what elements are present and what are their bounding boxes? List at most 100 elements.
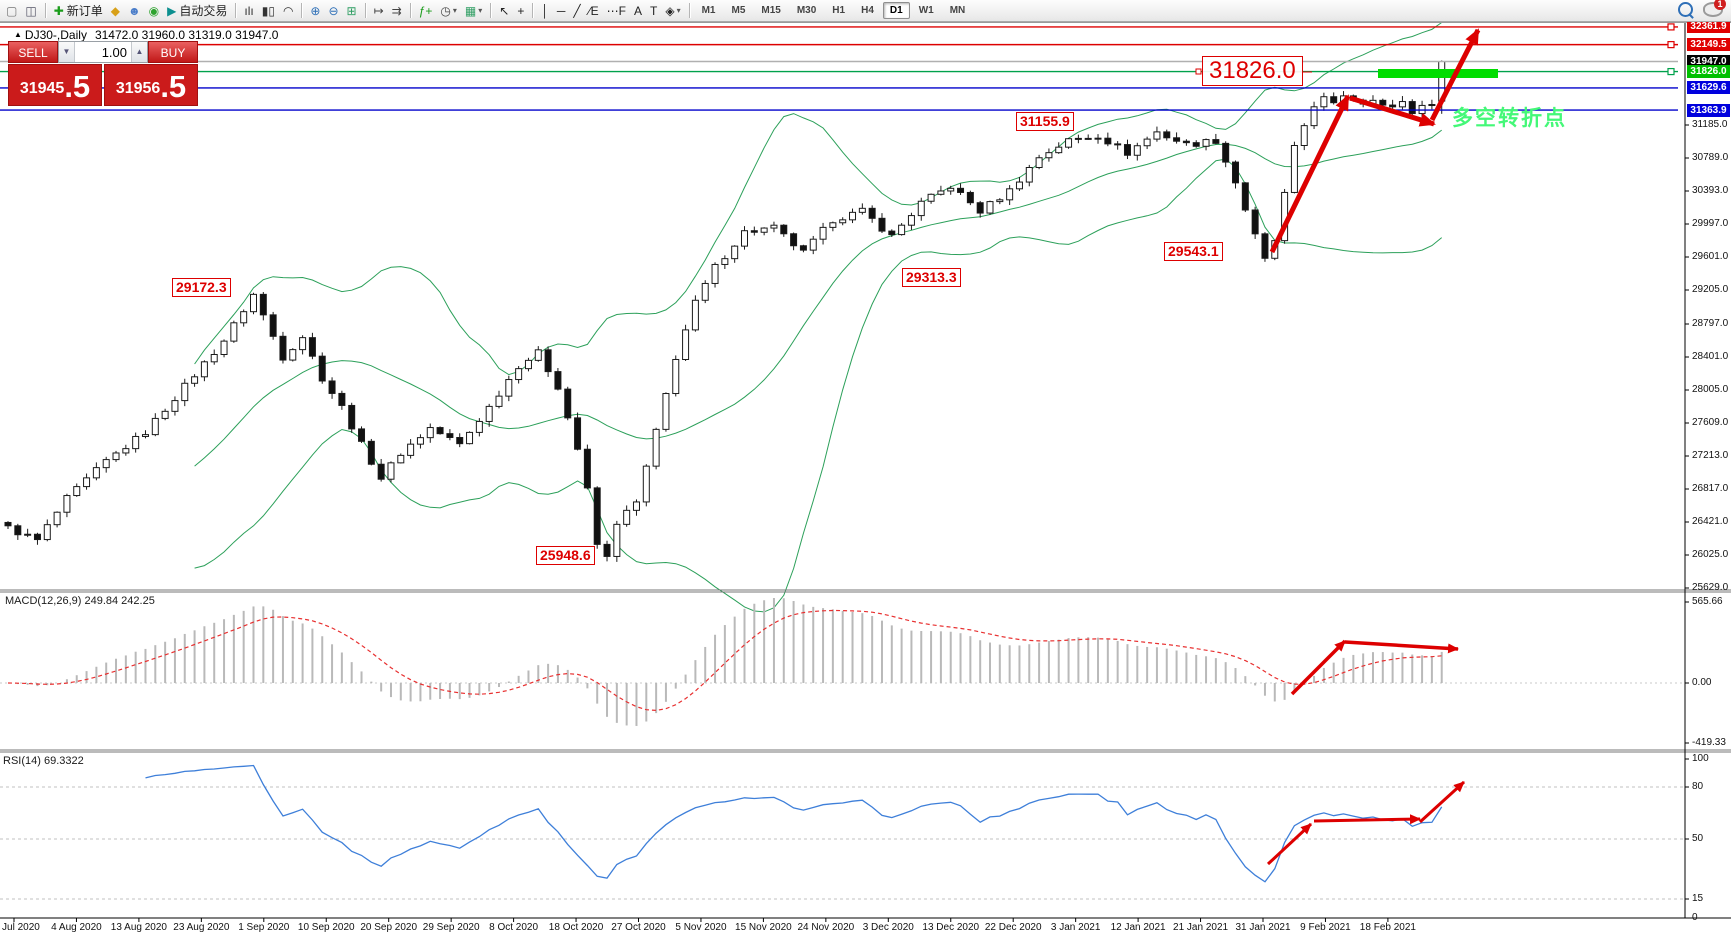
timeframe-button-d1[interactable]: D1 xyxy=(882,2,910,19)
price-annotation-25948.6[interactable]: 25948.6 xyxy=(536,546,595,565)
zoom-out-icon: ⊖ xyxy=(328,3,339,18)
price-annotation-31155.9[interactable]: 31155.9 xyxy=(1016,112,1074,131)
line-chart-icon[interactable]: ◠ xyxy=(279,2,297,20)
volume-increase-button[interactable]: ▲ xyxy=(131,42,147,62)
text-icon[interactable]: A xyxy=(630,2,646,20)
trend-arrow[interactable] xyxy=(1344,640,1459,654)
trend-arrow[interactable] xyxy=(1349,95,1436,127)
timeframe-button-m15[interactable]: M15 xyxy=(761,5,781,16)
signals-icon: ◉ xyxy=(148,3,160,18)
sell-price-box[interactable]: 31945.5 xyxy=(8,64,102,106)
date-axis-label: 18 Feb 2021 xyxy=(1359,922,1416,933)
timeframe-button-m5[interactable]: M5 xyxy=(731,5,746,16)
auto-scroll-icon[interactable]: ⇉ xyxy=(388,2,406,20)
price-annotation-29172.3[interactable]: 29172.3 xyxy=(172,278,231,297)
timeframe-button-h1[interactable]: H1 xyxy=(832,5,846,16)
horizontal-level-lines[interactable] xyxy=(0,23,1678,111)
bar-chart-icon[interactable]: ılı xyxy=(240,2,257,20)
periods-icon[interactable]: ◷ ▾ xyxy=(436,2,461,20)
chart-shift-icon[interactable]: ↦ xyxy=(370,2,388,20)
chart-shift-icon: ↦ xyxy=(373,3,384,18)
trendline-icon[interactable]: ╱ xyxy=(569,2,584,20)
candlestick-chart-icon[interactable]: ▮▯ xyxy=(258,2,279,20)
crosshair-icon[interactable]: + xyxy=(513,2,528,20)
timeframe-button-h4[interactable]: H4 xyxy=(861,5,874,16)
vertical-line-icon[interactable]: │ xyxy=(537,2,553,20)
sell-price-frac: .5 xyxy=(64,69,91,104)
equidistant-channel-icon: ∕E xyxy=(588,3,599,18)
date-axis-label: 23 Aug 2020 xyxy=(173,922,230,933)
templates-icon[interactable]: ▦ ▾ xyxy=(461,2,486,20)
trend-arrow[interactable] xyxy=(1313,814,1421,825)
new-chart-icon[interactable]: ▢ xyxy=(2,2,21,20)
dropdown-caret-icon: ▾ xyxy=(452,6,457,15)
timeframe-button-m1[interactable]: M1 xyxy=(701,5,716,16)
toolbar-separator xyxy=(301,3,303,18)
buy-button[interactable]: BUY xyxy=(148,41,198,63)
sell-button[interactable]: SELL xyxy=(8,41,58,63)
candlestick-chart-icon: ▮▯ xyxy=(261,3,275,18)
expert-advisor-icon[interactable]: ☻ xyxy=(124,2,145,20)
indicators-icon: ƒ+ xyxy=(418,3,433,18)
text-label-icon[interactable]: T xyxy=(646,2,661,20)
line-handle[interactable] xyxy=(1667,67,1675,76)
trend-arrow[interactable] xyxy=(1290,639,1347,696)
price-axis-tick: 31185.0 xyxy=(1692,119,1728,130)
macd-indicator xyxy=(7,598,1443,726)
trend-arrow[interactable] xyxy=(1429,28,1481,122)
fibonacci-icon: ⋯F xyxy=(606,3,626,18)
equidistant-channel-icon[interactable]: ∕E xyxy=(585,2,603,20)
date-axis-label: 4 Aug 2020 xyxy=(51,922,102,933)
autotrading-icon[interactable]: ▶ 自动交易 xyxy=(163,2,231,20)
date-axis-label: 1 Sep 2020 xyxy=(238,922,290,933)
trendline-icon: ╱ xyxy=(573,3,581,18)
symbol-marker-icon: ▲ xyxy=(14,30,22,39)
trend-arrow[interactable] xyxy=(1266,822,1313,866)
new-order-icon: ✚ xyxy=(53,3,64,18)
tile-windows-icon[interactable]: ⊞ xyxy=(343,2,361,20)
data-window-icon[interactable]: ◫ xyxy=(21,2,40,20)
timeframe-button-w1[interactable]: W1 xyxy=(918,5,934,16)
cn-note-text[interactable]: 多空转折点 xyxy=(1452,107,1567,130)
cursor-icon[interactable]: ↖ xyxy=(495,2,513,20)
user-drawings[interactable] xyxy=(1195,28,1498,866)
new-order-icon[interactable]: ✚ 新订单 xyxy=(50,2,107,20)
zoom-out-icon[interactable]: ⊖ xyxy=(324,2,342,20)
line-handle[interactable] xyxy=(1667,41,1675,49)
trend-arrow[interactable] xyxy=(1418,780,1466,824)
fibonacci-icon[interactable]: ⋯F xyxy=(603,2,630,20)
date-axis-label: 29 Sep 2020 xyxy=(422,922,480,933)
arrows-icon[interactable]: ◈ ▾ xyxy=(661,2,684,20)
green-zone-bar[interactable] xyxy=(1378,69,1498,78)
trend-arrow[interactable] xyxy=(1269,94,1351,254)
indicators-icon[interactable]: ƒ+ xyxy=(415,2,437,20)
sell-price-main: 31945 xyxy=(19,80,65,97)
date-axis-label: 9 Feb 2021 xyxy=(1300,922,1351,933)
horizontal-line-icon[interactable]: ─ xyxy=(553,2,570,20)
search-icon[interactable] xyxy=(1678,2,1693,17)
highlighter-icon[interactable]: ◆ xyxy=(107,2,124,20)
timeframe-button-mn[interactable]: MN xyxy=(949,5,966,16)
volume-decrease-button[interactable]: ▼ xyxy=(59,42,75,62)
price-annotation-29313.3[interactable]: 29313.3 xyxy=(902,268,961,287)
price-axis-tick: 28005.0 xyxy=(1692,384,1729,395)
buy-price-box[interactable]: 31956.5 xyxy=(104,64,198,106)
date-axis-label: 27 Oct 2020 xyxy=(611,922,666,933)
price-annotation-29543.1[interactable]: 29543.1 xyxy=(1164,242,1223,261)
periods-icon: ◷ xyxy=(440,3,451,18)
text-label-icon: T xyxy=(649,3,658,18)
line-handle[interactable] xyxy=(1667,23,1675,31)
toolbar-separator xyxy=(364,3,366,18)
chat-icon[interactable]: 1 xyxy=(1703,0,1726,17)
ohlc-values: 31472.0 31960.0 31319.0 31947.0 xyxy=(94,28,279,42)
zoom-in-icon[interactable]: ⊕ xyxy=(306,2,324,20)
timeframe-button-m30[interactable]: M30 xyxy=(796,5,817,16)
toolbar-separator xyxy=(532,3,534,18)
symbol-period: DJ30-,Daily xyxy=(24,28,87,42)
price-annotation-31826.0[interactable]: 31826.0 xyxy=(1202,56,1303,86)
dropdown-caret-icon: ▾ xyxy=(478,6,483,15)
signals-icon[interactable]: ◉ xyxy=(145,2,163,20)
volume-input[interactable] xyxy=(75,42,131,62)
templates-icon: ▦ xyxy=(464,3,477,18)
